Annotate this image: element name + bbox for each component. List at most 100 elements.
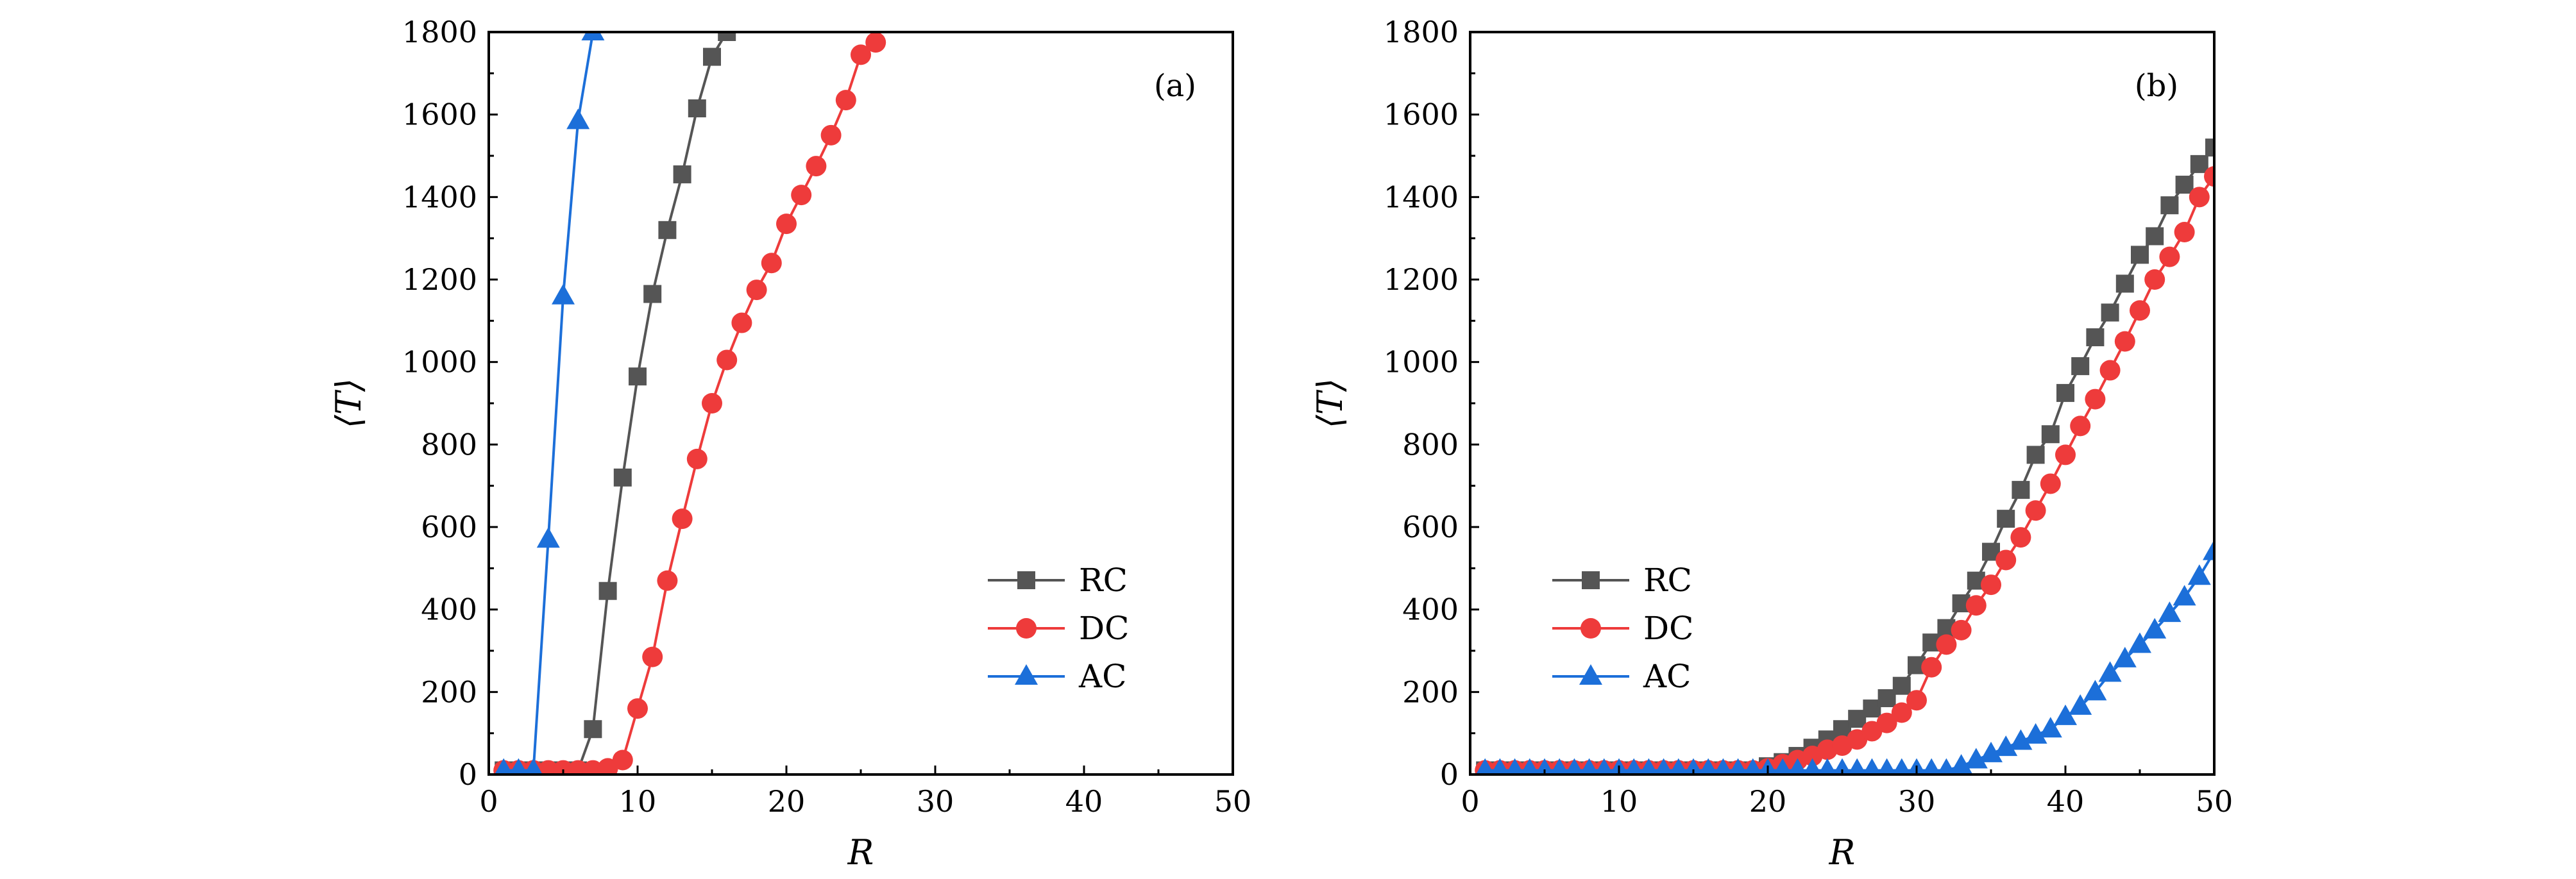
data-point-ac <box>1684 758 1703 774</box>
data-point-dc <box>2130 300 2150 321</box>
data-point-ac <box>2128 632 2151 653</box>
data-point-rc <box>2056 383 2074 402</box>
data-point-dc <box>657 570 678 591</box>
data-point-rc <box>1997 510 2015 528</box>
data-point-rc <box>643 285 662 303</box>
chart-panel-b: 0 10 20 30 40 50 0 200 400 600 800 1000 1200 1400 1600… <box>1310 15 2233 873</box>
y-tick-label: 400 <box>421 592 477 627</box>
data-point-dc <box>2189 187 2210 208</box>
data-point-dc <box>746 280 767 301</box>
data-point-dc <box>2070 415 2091 437</box>
legend-marker-ac <box>1015 664 1038 685</box>
data-point-dc <box>672 508 693 530</box>
data-point-dc <box>851 44 871 65</box>
data-point-rc <box>629 367 647 386</box>
data-point-dc <box>2144 269 2165 290</box>
data-point-ac <box>1743 758 1763 774</box>
x-tick-label: 40 <box>1065 784 1103 819</box>
data-point-dc <box>820 124 842 146</box>
legend-marker-rc <box>1582 571 1600 589</box>
data-point-rc <box>584 720 602 739</box>
data-point-dc <box>612 749 633 771</box>
data-point-ac <box>524 758 543 774</box>
data-point-ac <box>1640 758 1658 774</box>
y-tick-label: 0 <box>459 757 477 792</box>
data-point-dc <box>627 698 648 719</box>
y-tick-label: 1400 <box>402 180 477 214</box>
data-point-dc <box>702 393 722 414</box>
legend-label-dc: DC <box>1079 610 1129 647</box>
data-point-rc <box>2160 196 2179 215</box>
data-point-rc <box>2115 274 2134 293</box>
data-point-ac <box>2203 539 2214 560</box>
data-point-dc <box>761 253 782 274</box>
series-line-dc <box>504 41 877 772</box>
data-point-dc <box>2085 389 2106 410</box>
x-tick-label: 30 <box>917 784 954 819</box>
legend-marker-dc <box>1580 618 1601 639</box>
y-tick-label: 600 <box>1402 510 1459 544</box>
data-point-ac <box>1877 758 1896 774</box>
data-point-dc <box>791 185 812 206</box>
data-point-rc <box>673 165 691 183</box>
data-point-ac <box>2024 723 2047 744</box>
data-point-dc <box>1906 690 1927 711</box>
data-point-rc <box>613 468 632 487</box>
legend-marker-ac <box>1579 664 1602 685</box>
series-dc <box>1475 166 2214 774</box>
data-point-dc <box>776 213 797 235</box>
data-point-ac <box>1565 758 1584 774</box>
y-tick-label: 400 <box>1402 592 1459 627</box>
data-point-dc <box>2099 360 2121 381</box>
data-point-ac <box>1833 758 1852 774</box>
data-point-ac <box>2187 564 2211 585</box>
data-point-rc <box>688 99 706 118</box>
legend-label-ac: AC <box>1643 658 1691 695</box>
data-point-dc <box>2174 222 2195 243</box>
data-point-rc <box>2146 227 2164 246</box>
data-point-dc <box>1936 634 1957 655</box>
x-tick-label: 50 <box>1214 784 1252 819</box>
series-rc <box>495 32 736 774</box>
y-tick-label: 200 <box>1402 674 1459 709</box>
data-point-dc <box>686 448 708 469</box>
data-point-rc <box>2190 155 2208 173</box>
data-point-ac <box>1699 758 1718 774</box>
data-point-dc <box>2040 473 2061 494</box>
data-point-ac <box>1937 758 1956 774</box>
data-point-dc <box>865 32 886 53</box>
x-tick-label: 20 <box>1749 784 1787 819</box>
x-axis-title: R <box>847 832 874 873</box>
data-point-dc <box>1891 702 1912 723</box>
data-point-ac <box>1863 758 1881 774</box>
y-tick-label: 1400 <box>1384 180 1459 214</box>
data-point-ac <box>1994 735 2018 757</box>
y-tick-label: 1600 <box>402 97 477 132</box>
data-point-ac <box>1949 754 1973 774</box>
data-point-ac <box>1803 758 1822 774</box>
data-point-ac <box>1624 758 1643 774</box>
data-point-ac <box>509 758 528 774</box>
data-point-ac <box>1669 758 1688 774</box>
data-point-rc <box>2086 328 2105 347</box>
x-tick-label: 50 <box>2196 784 2233 819</box>
data-point-ac <box>2069 694 2092 715</box>
data-point-rc <box>703 47 721 66</box>
data-point-dc <box>2159 246 2180 267</box>
data-point-dc <box>1996 549 2017 571</box>
data-point-ac <box>2054 704 2077 725</box>
series-line-rc <box>504 32 728 772</box>
data-point-ac <box>536 527 560 548</box>
legend-label-rc: RC <box>1643 562 1692 599</box>
x-tick-label: 0 <box>1461 784 1479 819</box>
x-tick-label: 0 <box>479 784 498 819</box>
data-point-ac <box>2009 729 2033 750</box>
data-point-ac <box>2143 617 2167 639</box>
data-point-dc <box>731 312 752 333</box>
y-tick-label: 1000 <box>402 345 477 380</box>
data-point-rc <box>718 32 736 41</box>
series-ac <box>494 32 605 774</box>
data-point-ac <box>1979 741 2003 762</box>
series-line-ac <box>504 32 595 772</box>
